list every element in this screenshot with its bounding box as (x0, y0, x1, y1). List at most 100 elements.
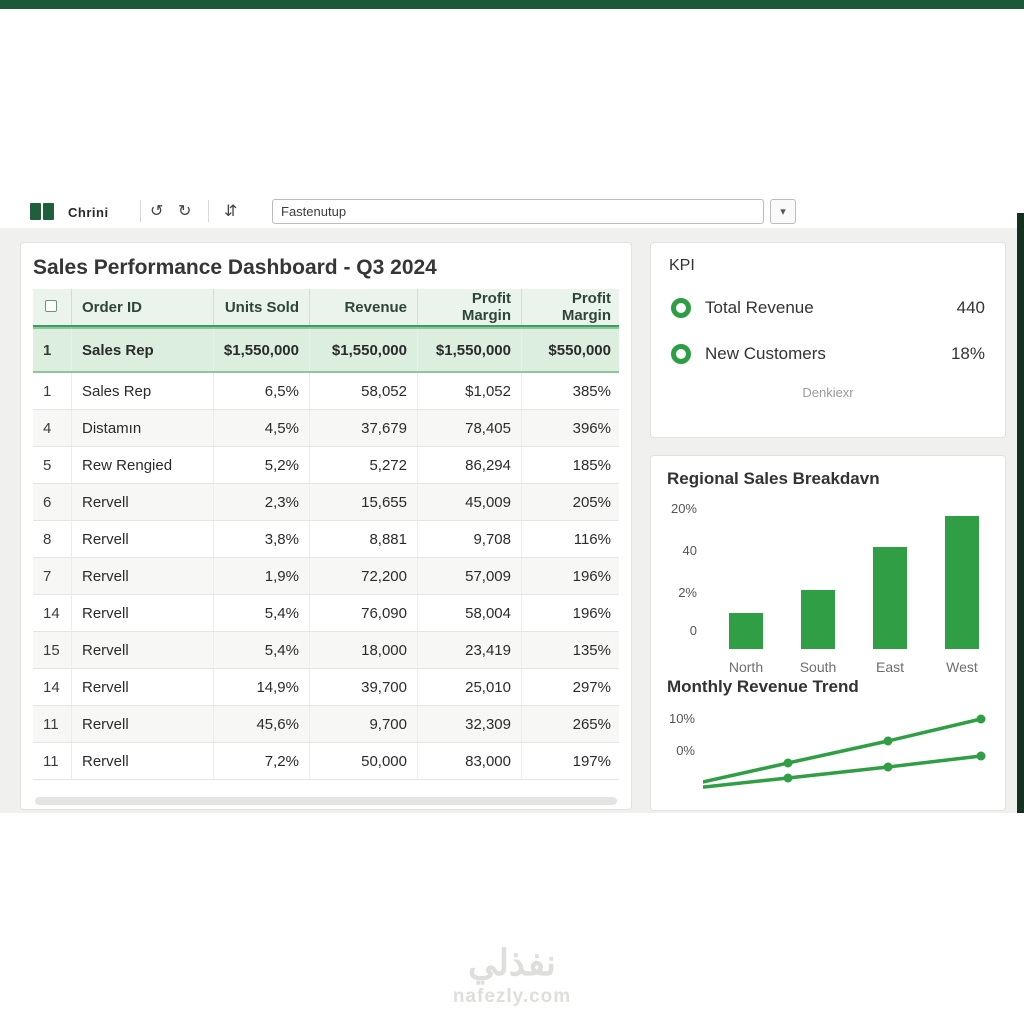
value-cell[interactable]: 78,405 (417, 410, 521, 446)
value-cell[interactable]: 25,010 (417, 669, 521, 705)
value-cell[interactable]: 196% (521, 558, 621, 594)
table-row[interactable]: 7 Rervell 1,9% 72,200 57,009 196% (33, 558, 619, 595)
table-row[interactable]: 11 Rervell 7,2% 50,000 83,000 197% (33, 743, 619, 780)
value-cell[interactable]: $1,550,000 (309, 329, 417, 371)
value-cell[interactable]: $1,052 (417, 373, 521, 409)
name-cell[interactable]: Distamın (71, 410, 213, 446)
checkbox-icon[interactable] (45, 299, 57, 312)
table-row[interactable]: 11 Rervell 45,6% 9,700 32,309 265% (33, 706, 619, 743)
value-cell[interactable]: 50,000 (309, 743, 417, 779)
undo-icon[interactable]: ↺ (150, 203, 164, 220)
value-cell[interactable]: 197% (521, 743, 621, 779)
value-cell[interactable]: 5,4% (213, 632, 309, 668)
name-cell[interactable]: Rervell (71, 669, 213, 705)
value-cell[interactable]: 58,004 (417, 595, 521, 631)
value-cell[interactable]: 9,700 (309, 706, 417, 742)
row-number-cell[interactable]: 14 (43, 678, 60, 696)
column-header-profit-margin-1[interactable]: Profit Margin (417, 289, 521, 325)
value-cell[interactable]: 39,700 (309, 669, 417, 705)
value-cell[interactable]: 385% (521, 373, 621, 409)
value-cell[interactable]: 76,090 (309, 595, 417, 631)
value-cell[interactable]: 23,419 (417, 632, 521, 668)
horizontal-scrollbar[interactable] (35, 797, 617, 805)
formula-dropdown-button[interactable]: ▾ (770, 199, 796, 224)
value-cell[interactable]: 58,052 (309, 373, 417, 409)
row-number-cell[interactable]: 1 (43, 382, 52, 400)
name-cell[interactable]: Rervell (71, 632, 213, 668)
value-cell[interactable]: 18,000 (309, 632, 417, 668)
table-row[interactable]: 14 Rervell 14,9% 39,700 25,010 297% (33, 669, 619, 706)
formula-bar[interactable] (272, 199, 764, 224)
value-cell[interactable]: 135% (521, 632, 621, 668)
table-row[interactable]: 1 Sales Rep 6,5% 58,052 $1,052 385% (33, 373, 619, 410)
row-number-cell[interactable]: 1 (43, 341, 52, 359)
value-cell[interactable]: $550,000 (521, 329, 621, 371)
row-number-cell[interactable]: 11 (43, 715, 59, 733)
formula-input[interactable] (281, 200, 755, 223)
value-cell[interactable]: 5,4% (213, 595, 309, 631)
column-header-profit-margin-2[interactable]: Profit Margin (521, 289, 621, 325)
watermark-arabic: نفذلي (467, 942, 557, 983)
row-number-cell[interactable]: 7 (43, 567, 52, 585)
value-cell[interactable]: 396% (521, 410, 621, 446)
value-cell[interactable]: 45,009 (417, 484, 521, 520)
select-all-cell[interactable] (33, 299, 71, 316)
value-cell[interactable]: 45,6% (213, 706, 309, 742)
column-header-units-sold[interactable]: Units Sold (213, 289, 309, 325)
table-row[interactable]: 5 Rew Rengied 5,2% 5,272 86,294 185% (33, 447, 619, 484)
value-cell[interactable]: 86,294 (417, 447, 521, 483)
value-cell[interactable]: 1,9% (213, 558, 309, 594)
name-cell[interactable]: Rew Rengied (71, 447, 213, 483)
table-row[interactable]: 8 Rervell 3,8% 8,881 9,708 116% (33, 521, 619, 558)
value-cell[interactable]: 2,3% (213, 484, 309, 520)
name-cell[interactable]: Rervell (71, 743, 213, 779)
value-cell[interactable]: 297% (521, 669, 621, 705)
value-cell[interactable]: 14,9% (213, 669, 309, 705)
value-cell[interactable]: 32,309 (417, 706, 521, 742)
name-cell[interactable]: Rervell (71, 484, 213, 520)
value-cell[interactable]: 5,2% (213, 447, 309, 483)
value-cell[interactable]: 4,5% (213, 410, 309, 446)
table-row[interactable]: 14 Rervell 5,4% 76,090 58,004 196% (33, 595, 619, 632)
table-row[interactable]: 4 Distamın 4,5% 37,679 78,405 396% (33, 410, 619, 447)
value-cell[interactable]: 116% (521, 521, 621, 557)
value-cell[interactable]: 57,009 (417, 558, 521, 594)
value-cell[interactable]: 205% (521, 484, 621, 520)
table-row[interactable]: 6 Rervell 2,3% 15,655 45,009 205% (33, 484, 619, 521)
redo-icon[interactable]: ↻ (178, 203, 192, 220)
name-cell[interactable]: Rervell (71, 558, 213, 594)
value-cell[interactable]: 37,679 (309, 410, 417, 446)
sort-icon[interactable]: ⇵ (224, 203, 238, 220)
value-cell[interactable]: 6,5% (213, 373, 309, 409)
value-cell[interactable]: 9,708 (417, 521, 521, 557)
value-cell[interactable]: 83,000 (417, 743, 521, 779)
value-cell[interactable]: 265% (521, 706, 621, 742)
row-number-cell[interactable]: 4 (43, 419, 52, 437)
column-header-order-id[interactable]: Order ID (71, 289, 213, 325)
row-number-cell[interactable]: 15 (43, 641, 60, 659)
value-cell[interactable]: 3,8% (213, 521, 309, 557)
table-row[interactable]: 1 Sales Rep $1,550,000 $1,550,000 $1,550,000… (33, 327, 619, 373)
value-cell[interactable]: 185% (521, 447, 621, 483)
name-cell[interactable]: Rervell (71, 521, 213, 557)
value-cell[interactable]: 8,881 (309, 521, 417, 557)
row-number-cell[interactable]: 8 (43, 530, 52, 548)
row-number-cell[interactable]: 5 (43, 456, 52, 474)
column-header-revenue[interactable]: Revenue (309, 289, 417, 325)
row-number-cell[interactable]: 11 (43, 752, 59, 770)
row-number-cell[interactable]: 14 (43, 604, 60, 622)
value-cell[interactable]: $1,550,000 (417, 329, 521, 371)
name-cell[interactable]: Sales Rep (71, 373, 213, 409)
name-cell[interactable]: Sales Rep (71, 329, 213, 371)
table-row[interactable]: 15 Rervell 5,4% 18,000 23,419 135% (33, 632, 619, 669)
value-cell[interactable]: 5,272 (309, 447, 417, 483)
value-cell[interactable]: 72,200 (309, 558, 417, 594)
name-cell[interactable]: Rervell (71, 706, 213, 742)
value-cell[interactable]: 196% (521, 595, 621, 631)
value-cell[interactable]: 7,2% (213, 743, 309, 779)
value-cell[interactable]: 15,655 (309, 484, 417, 520)
window-title-bar (0, 0, 1024, 9)
name-cell[interactable]: Rervell (71, 595, 213, 631)
row-number-cell[interactable]: 6 (43, 493, 52, 511)
value-cell[interactable]: $1,550,000 (213, 329, 309, 371)
